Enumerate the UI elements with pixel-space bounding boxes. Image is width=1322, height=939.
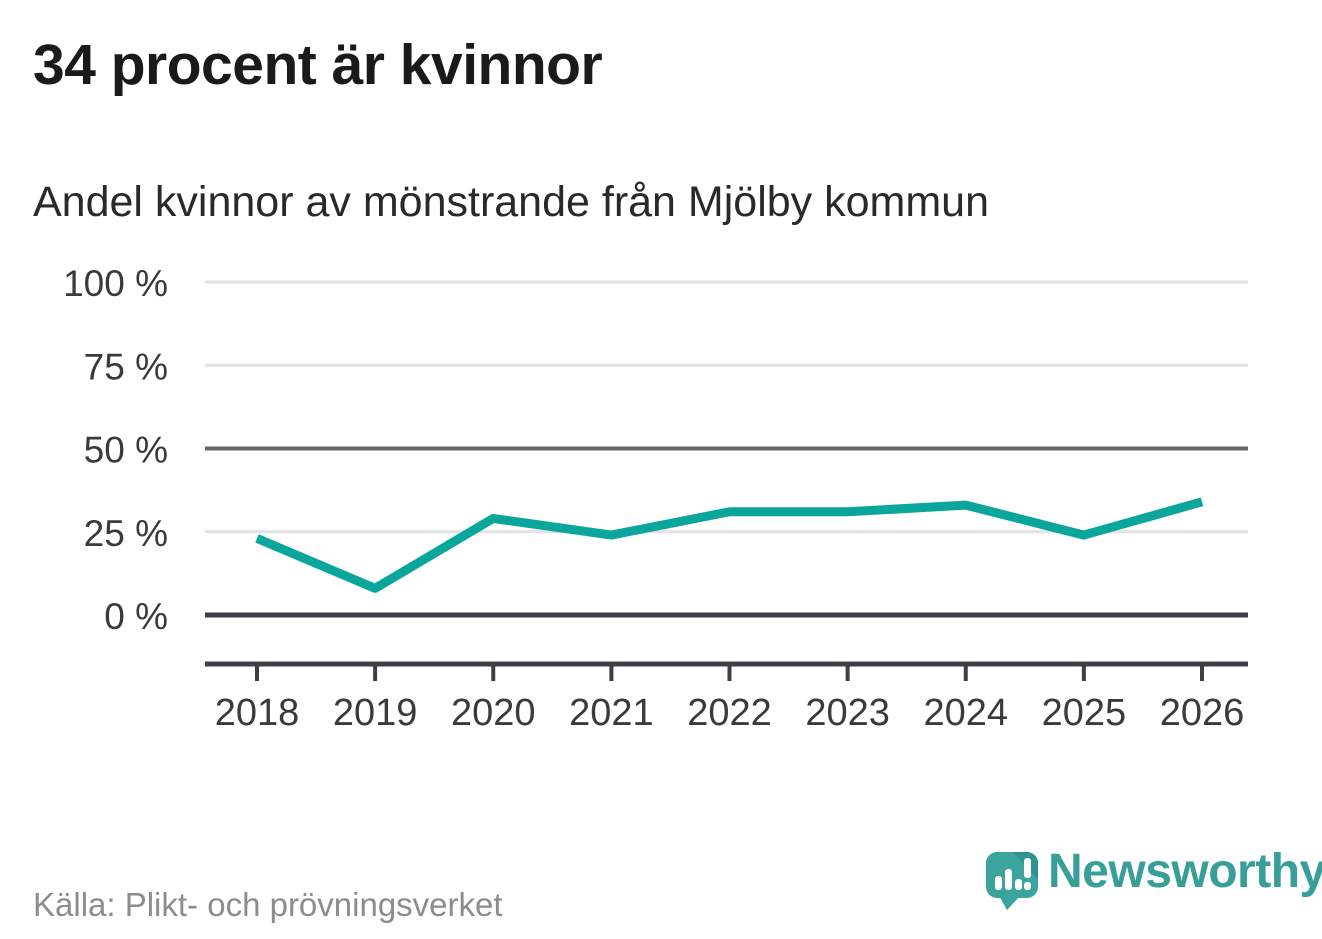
x-axis-label: 2025	[1042, 692, 1127, 734]
brand-wordmark: Newsworthy	[1048, 845, 1322, 898]
y-axis-label: 100 %	[63, 263, 168, 304]
x-axis-label: 2022	[687, 692, 772, 734]
y-axis-label: 50 %	[84, 430, 168, 471]
x-axis-label: 2020	[451, 692, 536, 734]
x-axis-label: 2023	[805, 692, 890, 734]
y-axis-label: 25 %	[84, 513, 168, 554]
y-axis-label: 75 %	[84, 346, 168, 387]
data-line-share-of-women	[255, 497, 1204, 593]
x-axis-label: 2021	[569, 692, 654, 734]
logo-exclamation-bar	[1024, 858, 1031, 878]
source-note: Källa: Plikt- och prövningsverket	[33, 886, 503, 923]
x-axis-label: 2024	[923, 692, 1008, 734]
x-axis-label: 2019	[333, 692, 418, 734]
logo-bar-1	[995, 876, 1002, 890]
logo-bar-3	[1015, 879, 1022, 890]
y-axis-label: 0 %	[104, 596, 168, 637]
chart-title: 34 procent är kvinnor	[33, 33, 603, 97]
logo-exclamation-dot	[1024, 882, 1031, 890]
x-axis-label: 2026	[1160, 692, 1245, 734]
logo-bar-2	[1005, 869, 1012, 890]
x-axis-label: 2018	[215, 692, 300, 734]
newsworthy-logo-icon	[986, 852, 1038, 910]
chart-subtitle: Andel kvinnor av mönstrande från Mjölby …	[33, 178, 989, 226]
